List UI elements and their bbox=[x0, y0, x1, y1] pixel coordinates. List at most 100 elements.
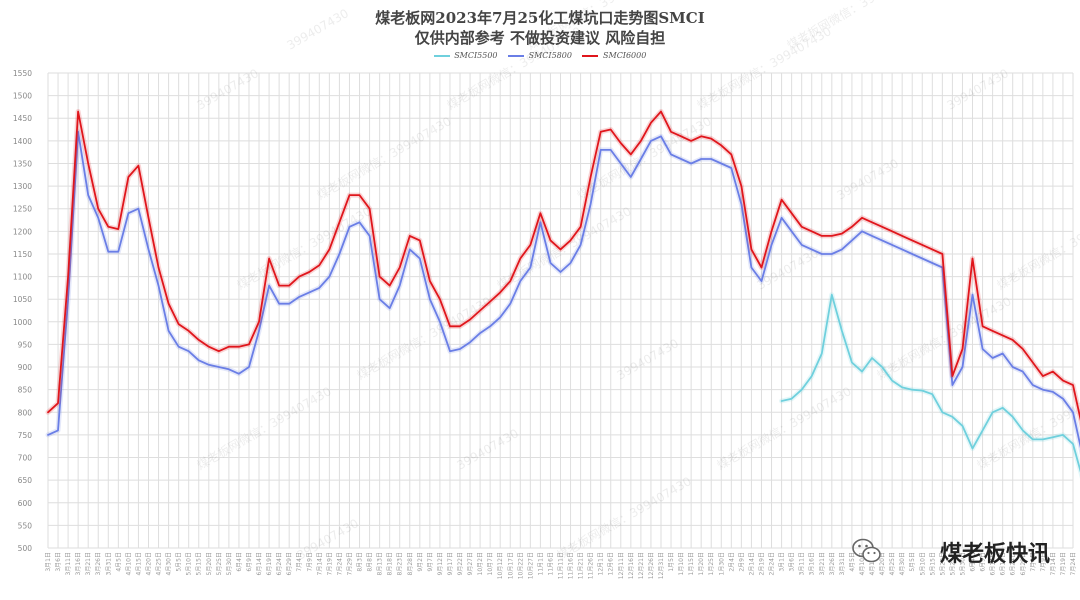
series-smci5500 bbox=[779, 292, 1080, 479]
x-tick-label: 3月1日 bbox=[45, 552, 52, 572]
x-tick-label: 6月19日 bbox=[1000, 552, 1007, 575]
x-tick-label: 4月10日 bbox=[859, 552, 866, 575]
y-tick-label: 900 bbox=[18, 363, 33, 372]
x-tick-label: 3月26日 bbox=[95, 552, 102, 575]
x-tick-label: 8月3日 bbox=[357, 552, 364, 572]
legend-item-smci5800: SMCI5800 bbox=[508, 51, 572, 60]
x-tick-label: 3月1日 bbox=[779, 552, 786, 572]
x-tick-label: 7月19日 bbox=[1060, 552, 1067, 575]
x-tick-label: 7月9日 bbox=[306, 552, 313, 572]
x-tick-label: 9月22日 bbox=[457, 552, 464, 575]
series-layer bbox=[45, 109, 1080, 479]
x-tick-label: 3月31日 bbox=[839, 552, 846, 575]
x-tick-label: 11月1日 bbox=[537, 552, 544, 575]
series-line-smci5500 bbox=[780, 293, 1080, 473]
x-tick-label: 4月5日 bbox=[849, 552, 856, 572]
x-tick-label: 5月20日 bbox=[206, 552, 213, 575]
watermark-text: 煤老板网微信：399407430 bbox=[315, 114, 454, 202]
legend-label-smci5800: SMCI5800 bbox=[528, 50, 572, 60]
x-tick-label: 8月13日 bbox=[377, 552, 384, 575]
x-tick-label: 11月11日 bbox=[558, 552, 565, 579]
x-tick-label: 9月27日 bbox=[467, 552, 474, 575]
y-tick-label: 1350 bbox=[13, 159, 32, 168]
x-tick-label: 4月15日 bbox=[869, 552, 876, 575]
watermark-text: 煤老板网微信：399407430 bbox=[695, 24, 834, 112]
x-tick-label: 11月26日 bbox=[588, 552, 595, 579]
x-tick-label: 6月14日 bbox=[256, 552, 263, 575]
y-tick-label: 1100 bbox=[13, 273, 32, 282]
x-tick-label: 12月26日 bbox=[648, 552, 655, 579]
y-tick-label: 800 bbox=[18, 408, 33, 417]
series-line-smci5800 bbox=[47, 130, 1080, 449]
x-tick-label: 1月10日 bbox=[678, 552, 685, 575]
x-tick-label: 12月16日 bbox=[628, 552, 635, 579]
x-tick-label: 5月20日 bbox=[939, 552, 946, 575]
x-tick-label: 12月11日 bbox=[618, 552, 625, 579]
y-tick-label: 850 bbox=[18, 386, 33, 395]
x-tick-label: 9月12日 bbox=[437, 552, 444, 575]
x-tick-label: 6月24日 bbox=[1010, 552, 1017, 575]
watermark-text: 煤老板网微信：399407430 bbox=[715, 384, 854, 472]
x-tick-label: 5月25日 bbox=[949, 552, 956, 575]
x-tick-label: 2月9日 bbox=[738, 552, 745, 572]
legend-label-smci6000: SMCI6000 bbox=[603, 50, 647, 60]
x-tick-label: 3月16日 bbox=[809, 552, 816, 575]
x-tick-label: 1月20日 bbox=[698, 552, 705, 575]
x-tick-label: 11月21日 bbox=[578, 552, 585, 579]
x-tick-label: 6月9日 bbox=[980, 552, 987, 572]
x-tick-label: 3月6日 bbox=[55, 552, 62, 572]
x-tick-label: 3月21日 bbox=[85, 552, 92, 575]
x-tick-label: 3月11日 bbox=[799, 552, 806, 575]
x-tick-label: 10月17日 bbox=[507, 552, 514, 579]
x-tick-label: 6月29日 bbox=[1020, 552, 1027, 575]
y-tick-label: 750 bbox=[18, 431, 33, 440]
x-tick-label: 4月20日 bbox=[145, 552, 152, 575]
legend-item-smci6000: SMCI6000 bbox=[582, 51, 646, 60]
x-tick-label: 3月11日 bbox=[65, 552, 72, 575]
watermark-text: 煤老板网微信：399407430 bbox=[195, 384, 334, 472]
chart-title: 煤老板网2023年7月25化工煤坑口走势图SMCI bbox=[375, 9, 705, 27]
series-smci5800 bbox=[45, 129, 1080, 456]
x-tick-label: 4月20日 bbox=[879, 552, 886, 575]
x-tick-label: 12月31日 bbox=[658, 552, 665, 579]
x-tick-label: 10月7日 bbox=[487, 552, 494, 575]
chart-subtitle: 仅供内部参考 不做投资建议 风险自担 bbox=[414, 29, 666, 47]
x-tick-label: 4月25日 bbox=[156, 552, 163, 575]
x-tick-label: 10月2日 bbox=[477, 552, 484, 575]
y-tick-label: 1250 bbox=[13, 205, 32, 214]
y-tick-label: 1050 bbox=[13, 295, 32, 304]
y-tick-label: 1400 bbox=[13, 137, 32, 146]
x-tick-label: 3月21日 bbox=[819, 552, 826, 575]
y-tick-label: 700 bbox=[18, 454, 33, 463]
series-glow-smci6000 bbox=[45, 109, 1080, 429]
x-tick-label: 1月5日 bbox=[668, 552, 675, 572]
x-tick-label: 12月21日 bbox=[638, 552, 645, 579]
x-tick-label: 2月14日 bbox=[748, 552, 755, 575]
y-tick-label: 1300 bbox=[13, 182, 32, 191]
y-tick-label: 600 bbox=[18, 499, 33, 508]
legend-item-smci5500: SMCI5500 bbox=[433, 51, 498, 60]
legend-swatch-smci5500 bbox=[433, 54, 450, 57]
series-glow-smci5800 bbox=[45, 129, 1080, 456]
x-tick-label: 2月19日 bbox=[758, 552, 765, 575]
x-tick-label: 11月6日 bbox=[547, 552, 554, 575]
x-tick-label: 8月18日 bbox=[387, 552, 394, 575]
x-tick-label: 4月15日 bbox=[135, 552, 142, 575]
x-tick-label: 5月5日 bbox=[909, 552, 916, 572]
watermark-text: 煤老板网微信：399407430 bbox=[445, 24, 584, 112]
y-tick-label: 1500 bbox=[13, 92, 32, 101]
watermark-text: 399407430 bbox=[285, 6, 352, 52]
x-tick-label: 7月19日 bbox=[326, 552, 333, 575]
y-tick-label: 1000 bbox=[13, 318, 32, 327]
x-tick-label: 4月30日 bbox=[166, 552, 173, 575]
x-tick-label: 5月10日 bbox=[919, 552, 926, 575]
x-tick-label: 7月9日 bbox=[1040, 552, 1047, 572]
x-tick-label: 4月5日 bbox=[115, 552, 122, 572]
y-tick-label: 1200 bbox=[13, 227, 32, 236]
x-tick-label: 5月10日 bbox=[186, 552, 193, 575]
x-tick-label: 10月22日 bbox=[517, 552, 524, 579]
chart-legend: SMCI5500 SMCI5800 SMCI6000 bbox=[0, 50, 1080, 60]
x-tick-label: 5月15日 bbox=[929, 552, 936, 575]
series-smci6000 bbox=[45, 109, 1080, 429]
